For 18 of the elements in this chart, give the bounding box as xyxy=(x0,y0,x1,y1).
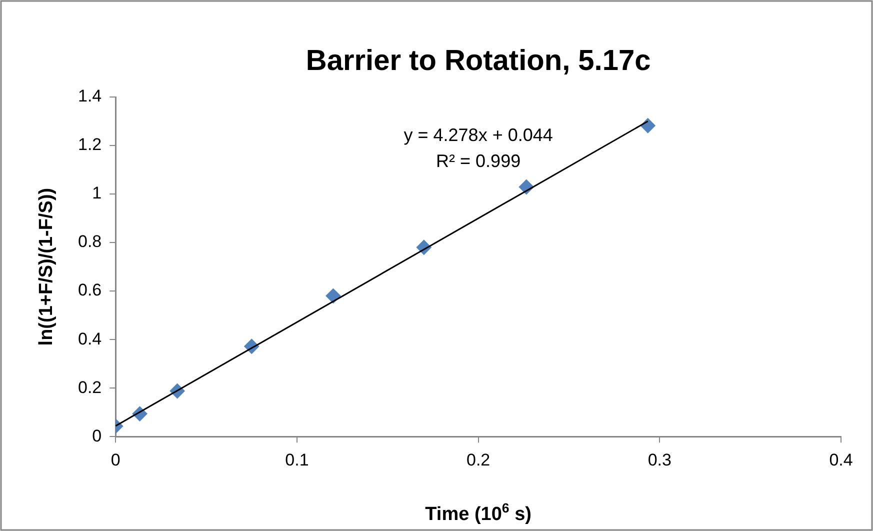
y-tick-label: 1.4 xyxy=(78,86,102,106)
x-tick-label: 0 xyxy=(110,450,120,470)
y-tick-label: 0.6 xyxy=(78,280,102,300)
point xyxy=(326,288,341,304)
x-tick-label: 0.2 xyxy=(466,450,490,470)
y-axis-title: ln((1+F/S)/(1-F/S)) xyxy=(36,188,57,346)
chart-title: Barrier to Rotation, 5.17c xyxy=(306,45,651,77)
x-tick-label: 0.4 xyxy=(829,450,853,470)
x-tick-label: 0.1 xyxy=(285,450,309,470)
y-tick-label: 0 xyxy=(92,426,102,446)
x-tick-label: 0.3 xyxy=(648,450,672,470)
annotation: R² = 0.999 xyxy=(436,151,521,171)
annotation: y = 4.278x + 0.044 xyxy=(404,125,553,145)
y-tick-label: 0.2 xyxy=(78,378,102,397)
y-tick-label: 1.2 xyxy=(78,135,102,154)
y-tick-label: 0.4 xyxy=(78,329,102,348)
y-tick-label: 0.8 xyxy=(78,232,102,252)
y-tick-label: 1 xyxy=(92,184,102,203)
